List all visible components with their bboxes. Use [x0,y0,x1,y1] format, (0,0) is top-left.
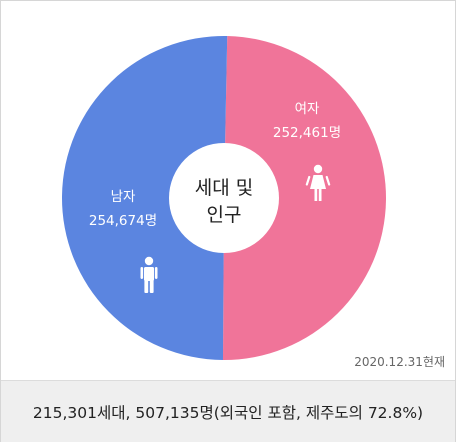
female-person-icon [305,164,331,201]
center-label-line-1: 세대 및 [195,177,253,199]
summary-bar: 215,301세대, 507,135명(외국인 포함, 제주도의 72.8%) [1,380,455,442]
female-slice-value: 252,461명 [273,125,341,141]
date-note: 2020.12.31현재 [354,355,445,369]
chart-area: 세대 및 인구 여자 252,461명 남자 254,674명 2020.12.… [1,1,455,379]
male-slice-label: 남자 [111,189,136,205]
center-label-line-2: 인구 [207,204,242,226]
male-person-icon [140,256,158,293]
center-hole [169,143,279,253]
pie-slice-male [62,35,228,360]
pie-slice-female [222,36,387,360]
male-slice-value: 254,674명 [89,213,157,229]
summary-text: 215,301세대, 507,135명(외국인 포함, 제주도의 72.8%) [32,403,424,422]
female-slice-label: 여자 [295,101,320,117]
population-pie-chart: 세대 및 인구 여자 252,461명 남자 254,674명 [62,35,387,360]
